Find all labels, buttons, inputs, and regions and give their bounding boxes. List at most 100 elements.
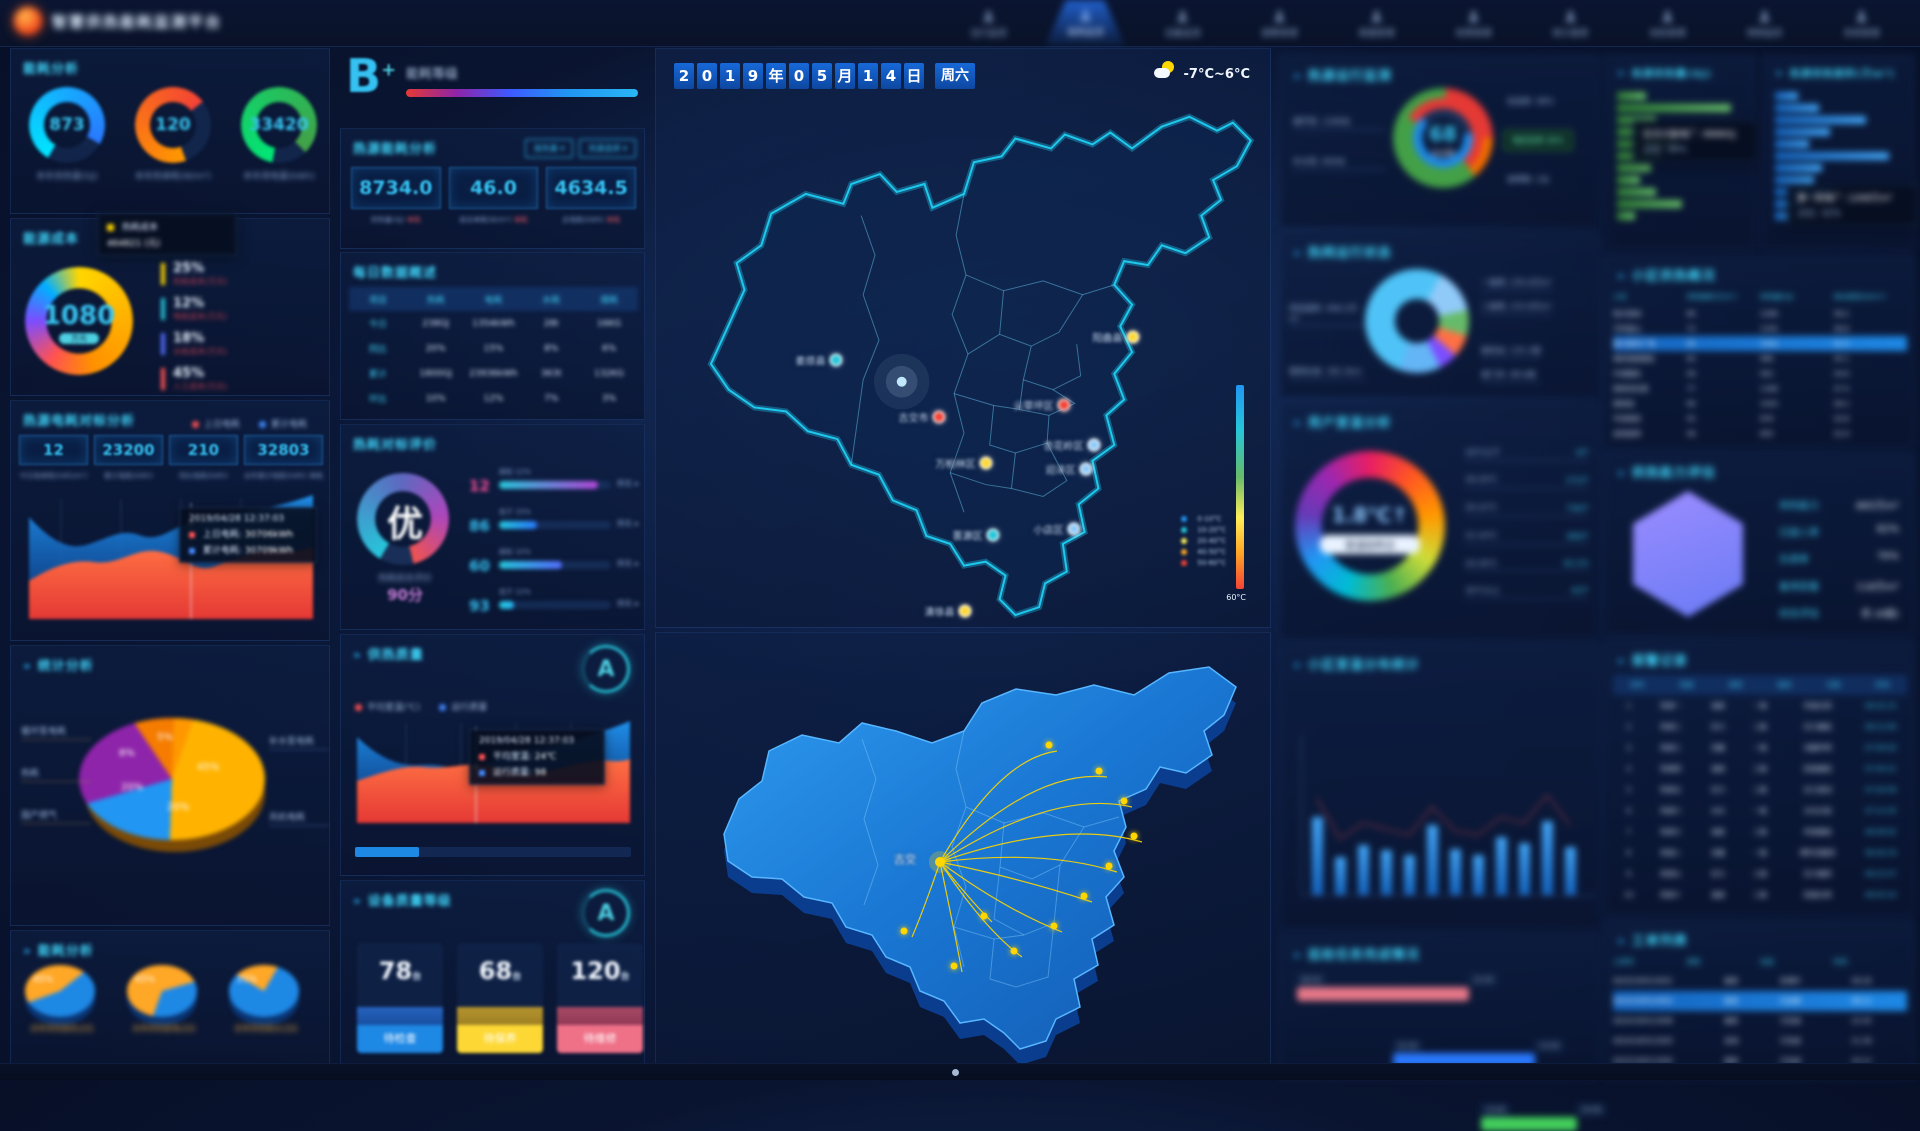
table-row[interactable]: 同比 20% 15% 8% 6% bbox=[349, 336, 638, 361]
panel-grade: B+ 能耗等级 bbox=[340, 49, 645, 125]
table-body: 恒大绿洲 86 1286 38.2 万科蓝山 72 1105 36.8 富力现代… bbox=[1613, 306, 1907, 441]
date-char-tile: 0 bbox=[789, 63, 809, 89]
district-marker[interactable]: 晋源区 bbox=[953, 528, 1000, 543]
table-row[interactable]: 3 热源三 流量 一级 流量异常 07:58:44 bbox=[1613, 737, 1907, 758]
grade-label: 能耗等级 bbox=[406, 67, 459, 82]
table-row[interactable]: GD20190514001 报修 处理中 08:26 bbox=[1613, 971, 1907, 991]
panel-source-energy: 热源能耗分析 按热量 ▾ 热源选择 ▾ 8734.0 供热量(GJ) 单耗 46… bbox=[340, 128, 645, 249]
table-row[interactable]: 7 热源七 温度 二级 供温偏低 06:58:02 bbox=[1613, 821, 1907, 842]
map-legend-row: 10-20°C bbox=[1181, 526, 1226, 534]
table-row[interactable]: 绿地世纪城 77 1168 37.4 bbox=[1613, 381, 1907, 396]
table-row[interactable]: 万科蓝山 72 1105 36.8 bbox=[1613, 321, 1907, 336]
district-marker[interactable]: 阳曲县 bbox=[1093, 330, 1140, 345]
table-row[interactable]: 9 热源九 压力 三级 压力偏高 06:22:47 bbox=[1613, 863, 1907, 884]
cell-time: 08:32:15 bbox=[1865, 701, 1897, 710]
cell-coal: 6% bbox=[601, 343, 617, 354]
table-row[interactable]: 金地格林 48 805 32.9 bbox=[1613, 426, 1907, 441]
district-marker[interactable]: 古交市 bbox=[899, 410, 946, 425]
card-value-number: 68 bbox=[478, 957, 513, 985]
table-row[interactable]: 5 热源五 压力 二级 压力波动 07:30:58 bbox=[1613, 779, 1907, 800]
table-row[interactable]: 富力现代广场 95 1432 41.5 bbox=[1613, 336, 1907, 351]
district-marker[interactable]: 杏花岭区 bbox=[1044, 438, 1101, 453]
tooltip-line1: 古交兴能电厂: 9886GJ bbox=[1643, 130, 1736, 140]
tooltip-date: 2019/04/28 12:37:03 bbox=[189, 514, 285, 524]
quality-legend: 平均室温(℃) 运行质量 bbox=[355, 695, 501, 714]
cell-type: 温度 bbox=[1711, 764, 1725, 773]
district-marker[interactable]: 尖草坪区 bbox=[1014, 398, 1071, 413]
small-pie-chart: 25% bbox=[229, 965, 299, 1017]
nav-item[interactable]: 设备监测 bbox=[1134, 0, 1231, 46]
cell-order-id: GD20190513090 bbox=[1613, 1057, 1673, 1065]
table-row[interactable]: 今日 238GJ 1354kWh 28t 16KG bbox=[349, 311, 638, 336]
callouts-left: 供热面积: 456.2万m² 管网长度: 182.3km bbox=[1289, 303, 1365, 420]
district-marker[interactable]: 小店区 bbox=[1034, 522, 1081, 537]
panel-title: 每日数据概述 bbox=[353, 266, 438, 281]
table-row[interactable]: GD20190513090 报修 已完成 20:12 bbox=[1613, 1051, 1907, 1071]
table-row[interactable]: 保利香槟国际 64 986 35.1 bbox=[1613, 351, 1907, 366]
chart-scrollbar-track[interactable] bbox=[355, 847, 631, 857]
eval-bar-track bbox=[499, 521, 611, 529]
table-row[interactable]: 华润悦府 55 876 33.8 bbox=[1613, 411, 1907, 426]
hbar-tooltip: 古交兴能电厂: 9886GJ 占比: 36% bbox=[1633, 120, 1757, 162]
device-card[interactable]: 120台 待维修 bbox=[557, 943, 643, 1053]
table-row[interactable]: GD20190513098 报修 已完成 22:45 bbox=[1613, 1011, 1907, 1031]
cell-content: 压力波动 bbox=[1803, 785, 1832, 794]
dropdown-button[interactable]: 按热量 ▾ bbox=[524, 139, 574, 158]
table-row[interactable]: 10 热源十 温度 二级 回温过高 06:05:33 bbox=[1613, 884, 1907, 905]
nav-item[interactable]: 收费管理 bbox=[1425, 0, 1522, 46]
card-label-band: 待维修 bbox=[557, 1025, 643, 1053]
weather-marker-icon bbox=[829, 353, 843, 367]
temp-row-label: 22-24℃ bbox=[1465, 531, 1498, 540]
energy-boxes: 8734.0 供热量(GJ) 单耗 46.0 综合单耗(W/m²) 单耗 463… bbox=[351, 167, 637, 225]
table-row[interactable]: 碧桂园 69 1043 36.2 bbox=[1613, 396, 1907, 411]
panel-title-text: 小区供热概况 bbox=[1631, 269, 1716, 284]
cell-source: 热源十 bbox=[1660, 890, 1682, 899]
chart-scrollbar-thumb[interactable] bbox=[355, 847, 419, 857]
table-row[interactable]: 4 热源四 温度 三级 回温偏低 07:45:21 bbox=[1613, 758, 1907, 779]
nav-item[interactable]: 能耗监测 bbox=[1037, 0, 1134, 46]
pie-callouts-left: 循环泵电耗 热耗 国产燃气 bbox=[21, 724, 91, 850]
nav-item[interactable]: 视频监控 bbox=[1716, 0, 1813, 46]
nav-item[interactable]: 报警管理 bbox=[1231, 0, 1328, 46]
table-row[interactable]: 中海国际 58 902 34.6 bbox=[1613, 366, 1907, 381]
energy-label: 供热量(GJ) 单耗 bbox=[351, 215, 441, 225]
district-marker[interactable]: 娄烦县 bbox=[796, 353, 843, 368]
tooltip-label: 累计电耗 bbox=[202, 546, 239, 556]
table-row[interactable]: 环比 10% 12% 7% 3% bbox=[349, 386, 638, 411]
table-row[interactable]: 2 热源二 压力 二级 压力偏低 08:12:06 bbox=[1613, 716, 1907, 737]
nav-item[interactable]: 客服管理 bbox=[1328, 0, 1425, 46]
nav-item-label: 运行监测 bbox=[970, 29, 1007, 39]
table-row[interactable]: 1 热源一 温度 一级 供温过高 08:32:15 bbox=[1613, 695, 1907, 716]
cell-source: 热源三 bbox=[1660, 743, 1682, 752]
callouts-right-top: 一级网: 235.6万m² 二级网: 215.8万m² bbox=[1481, 277, 1553, 325]
district-marker[interactable]: 万柏林区 bbox=[936, 456, 993, 471]
weekday-tile: 周六 bbox=[935, 63, 975, 89]
cell: 33.8 bbox=[1833, 414, 1850, 423]
nav-item[interactable]: 巡检管理 bbox=[1619, 0, 1716, 46]
header-cell: 热耗 bbox=[426, 295, 445, 306]
table-row[interactable]: 恒大绿洲 86 1286 38.2 bbox=[1613, 306, 1907, 321]
device-card[interactable]: 68台 待保养 bbox=[457, 943, 543, 1053]
status-badge[interactable]: 电机效率 96% bbox=[1503, 130, 1574, 151]
eval-bar-value: 60 bbox=[469, 557, 490, 575]
energy-stat: 4634.5 总电耗(kWh) 单耗 bbox=[546, 167, 637, 225]
district-marker[interactable]: 迎泽区 bbox=[1046, 462, 1093, 477]
cell-time: 06:05:33 bbox=[1865, 890, 1897, 899]
panel-title: » 用户室温分析 bbox=[1281, 403, 1599, 435]
device-card[interactable]: 78台 待检查 bbox=[357, 943, 443, 1053]
gantt-bar[interactable] bbox=[1481, 1117, 1577, 1131]
nav-item[interactable]: 统计报表 bbox=[1522, 0, 1619, 46]
table-row[interactable]: 累计 1800GJ 23936kWh 363t 132KG bbox=[349, 361, 638, 386]
table-row[interactable]: 8 热源八 流量 一级 瞬时流量高 06:40:19 bbox=[1613, 842, 1907, 863]
tooltip-line2: 占比: 36% bbox=[1643, 145, 1687, 155]
district-marker[interactable]: 清徐县 bbox=[925, 604, 972, 619]
nav-item[interactable]: 系统管理 bbox=[1813, 0, 1910, 46]
table-row[interactable]: GD20190514002 投诉 已派单 08:11 bbox=[1613, 991, 1907, 1011]
table-row[interactable]: GD20190513095 咨询 已完成 21:38 bbox=[1613, 1031, 1907, 1051]
cell-level: 一级 bbox=[1753, 743, 1767, 752]
legend-dot bbox=[355, 704, 362, 711]
nav-item[interactable]: 运行监测 bbox=[940, 0, 1037, 46]
table-row[interactable]: 6 热源六 水位 一级 水位过低 07:12:35 bbox=[1613, 800, 1907, 821]
gantt-bar[interactable] bbox=[1297, 987, 1469, 1001]
dropdown-button[interactable]: 热源选择 ▾ bbox=[579, 139, 636, 158]
